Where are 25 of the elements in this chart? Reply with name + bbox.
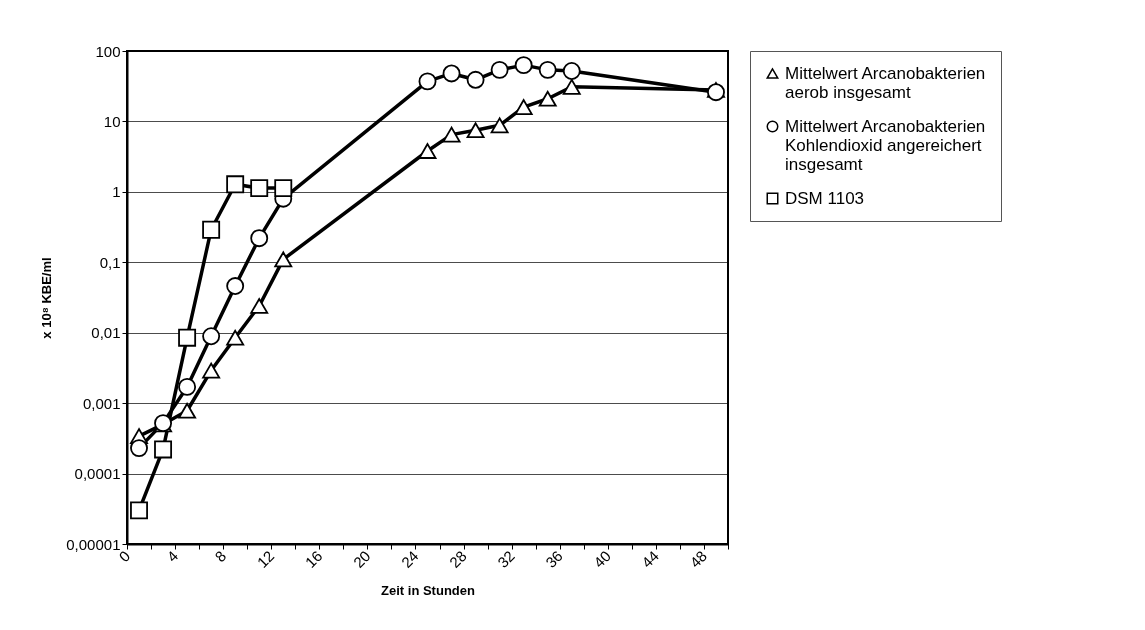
x-tick-label: 40 [590, 547, 614, 571]
y-tick-label: 10 [103, 112, 121, 130]
legend-label: DSM 1103 [785, 188, 865, 208]
x-tick-label: 48 [686, 547, 711, 571]
legend-label: Mittelwert Arcanobakterien aerob insgesamt [785, 63, 986, 102]
legend-label: Mittelwert Arcanobakterien Kohlendioxid angereichert insgesamt [785, 116, 986, 174]
x-tick-label: 44 [638, 547, 663, 571]
y-tick-label: 0,01 [91, 324, 121, 342]
x-tick-label: 36 [542, 547, 566, 571]
x-axis-title: Zeit in Stunden [381, 582, 475, 598]
x-tick-label: 32 [493, 547, 518, 571]
x-tick-label: 20 [349, 547, 374, 571]
x-tick-label: 4 [163, 547, 182, 566]
x-tick-label: 16 [301, 547, 326, 571]
y-axis-title: x 10⁸ KBE/ml [39, 257, 55, 339]
y-tick-label: 0,1 [99, 253, 121, 271]
y-tick-label: 100 [95, 42, 121, 60]
y-tick-label: 0,0001 [74, 465, 121, 483]
x-tick-label: 24 [397, 547, 422, 571]
x-tick-label: 28 [445, 547, 470, 571]
x-tick-label: 8 [211, 547, 230, 566]
x-tick-label: 12 [253, 547, 278, 571]
y-tick-label: 1 [112, 183, 121, 201]
y-tick-label: 0,001 [82, 394, 121, 412]
y-tick-label: 0,00001 [66, 535, 121, 553]
